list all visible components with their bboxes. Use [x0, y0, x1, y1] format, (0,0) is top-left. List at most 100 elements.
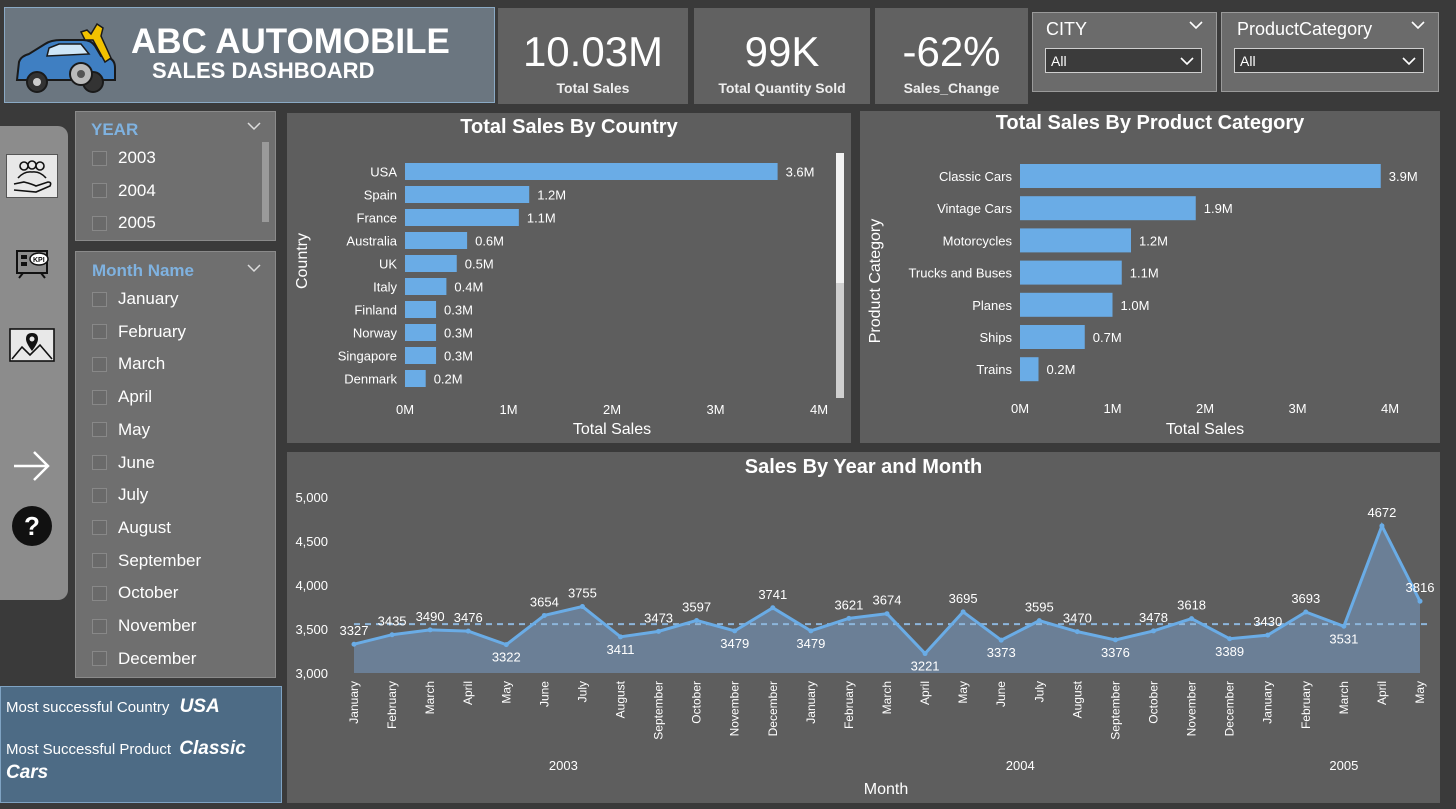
data-point[interactable] [732, 628, 738, 634]
bar[interactable] [1020, 196, 1196, 221]
checkbox[interactable] [92, 422, 107, 438]
data-point[interactable] [884, 611, 890, 617]
data-point[interactable] [618, 634, 623, 640]
bar[interactable] [405, 209, 519, 226]
checkbox[interactable] [92, 553, 107, 569]
data-point[interactable] [1341, 623, 1347, 629]
bar[interactable] [405, 370, 426, 387]
x-tick-label: July [1032, 681, 1046, 702]
chart-scrollbar-thumb[interactable] [836, 153, 844, 283]
checkbox[interactable] [92, 324, 107, 340]
data-point[interactable] [1036, 618, 1042, 624]
slicer-item[interactable]: December [92, 646, 196, 672]
data-point[interactable] [1265, 632, 1271, 638]
checkbox[interactable] [92, 455, 107, 470]
data-point[interactable] [656, 628, 662, 634]
x-axis-label: Month [864, 781, 908, 798]
slicer-item[interactable]: 2003 [92, 145, 156, 171]
slicer-item[interactable]: August [92, 515, 171, 541]
slicer-item[interactable]: May [92, 417, 150, 443]
bar[interactable] [1020, 260, 1122, 285]
checkbox[interactable] [92, 150, 107, 166]
slicer-item[interactable]: 2004 [92, 178, 156, 204]
bar[interactable] [405, 324, 437, 341]
chevron-down-icon[interactable] [1188, 19, 1204, 31]
year-slicer-scrollbar[interactable] [262, 142, 269, 222]
bar[interactable] [405, 278, 447, 295]
chevron-down-icon[interactable] [247, 120, 261, 132]
nav-kpi-button[interactable]: KPI [6, 240, 58, 284]
checkbox[interactable] [92, 183, 107, 198]
data-point[interactable] [1379, 523, 1385, 529]
nav-overview-button[interactable] [6, 154, 58, 198]
slicer-item[interactable]: July [92, 482, 148, 508]
checkbox[interactable] [92, 618, 107, 634]
bar[interactable] [1020, 228, 1131, 253]
data-point[interactable] [1303, 609, 1309, 615]
data-point[interactable] [1112, 637, 1118, 643]
slicer-item[interactable]: 2005 [92, 210, 156, 236]
checkbox[interactable] [92, 291, 107, 307]
slicer-item[interactable]: March [92, 351, 165, 377]
product-category-dropdown[interactable]: All [1234, 48, 1424, 73]
category-label: Denmark [344, 372, 397, 387]
data-point[interactable] [389, 632, 395, 638]
data-point[interactable] [579, 604, 585, 610]
data-point[interactable] [503, 642, 509, 648]
bar[interactable] [405, 347, 437, 364]
checkbox[interactable] [92, 389, 107, 405]
data-label: 3322 [492, 650, 521, 665]
data-point[interactable] [1189, 616, 1195, 622]
category-label: Classic Cars [939, 169, 1012, 184]
checkbox[interactable] [92, 356, 107, 372]
nav-map-button[interactable] [6, 322, 58, 366]
data-point[interactable] [1151, 628, 1156, 634]
slicer-item[interactable]: February [92, 319, 186, 345]
slicer-item[interactable]: September [92, 548, 201, 574]
bar[interactable] [405, 255, 457, 272]
slicer-item[interactable]: April [92, 384, 152, 410]
data-point[interactable] [770, 605, 776, 611]
checkbox[interactable] [92, 520, 107, 536]
bar[interactable] [405, 186, 530, 203]
data-point[interactable] [541, 612, 547, 618]
data-point[interactable] [694, 617, 700, 623]
data-point[interactable] [1417, 598, 1423, 604]
nav-next-button[interactable] [6, 444, 58, 488]
slicer-item[interactable]: October [92, 580, 178, 606]
chevron-down-icon[interactable] [1410, 19, 1426, 31]
chevron-down-icon[interactable] [247, 262, 261, 274]
data-point[interactable] [351, 641, 357, 647]
slicer-item[interactable]: January [92, 286, 178, 312]
slicer-item-label: June [118, 452, 155, 472]
bar[interactable] [1020, 357, 1039, 382]
bar[interactable] [1020, 292, 1113, 317]
bar[interactable] [405, 301, 437, 318]
kpi-total-quantity: 99K Total Quantity Sold [694, 8, 870, 104]
data-point[interactable] [1074, 629, 1080, 635]
data-point[interactable] [427, 627, 433, 633]
bar[interactable] [1020, 164, 1381, 188]
data-point[interactable] [846, 615, 852, 621]
data-label: 3.9M [1389, 169, 1418, 184]
data-point[interactable] [808, 628, 814, 634]
bar[interactable] [405, 232, 468, 249]
slicer-item[interactable]: November [92, 613, 196, 639]
checkbox[interactable] [92, 651, 107, 667]
data-label: 0.7M [1093, 330, 1122, 345]
bar[interactable] [405, 163, 778, 180]
data-point[interactable] [1227, 636, 1233, 642]
slicer-item[interactable]: June [92, 450, 155, 476]
nav-help-button[interactable]: ? [6, 504, 58, 548]
data-point[interactable] [998, 637, 1004, 643]
checkbox[interactable] [92, 585, 107, 601]
data-label: 3327 [340, 623, 369, 638]
bar[interactable] [1020, 325, 1085, 349]
city-dropdown[interactable]: All [1045, 48, 1202, 73]
insight-product-label: Most Successful Product [6, 741, 172, 758]
data-point[interactable] [960, 609, 966, 615]
checkbox[interactable] [92, 487, 107, 503]
data-point[interactable] [465, 628, 471, 634]
checkbox[interactable] [92, 215, 107, 231]
data-point[interactable] [922, 651, 928, 657]
